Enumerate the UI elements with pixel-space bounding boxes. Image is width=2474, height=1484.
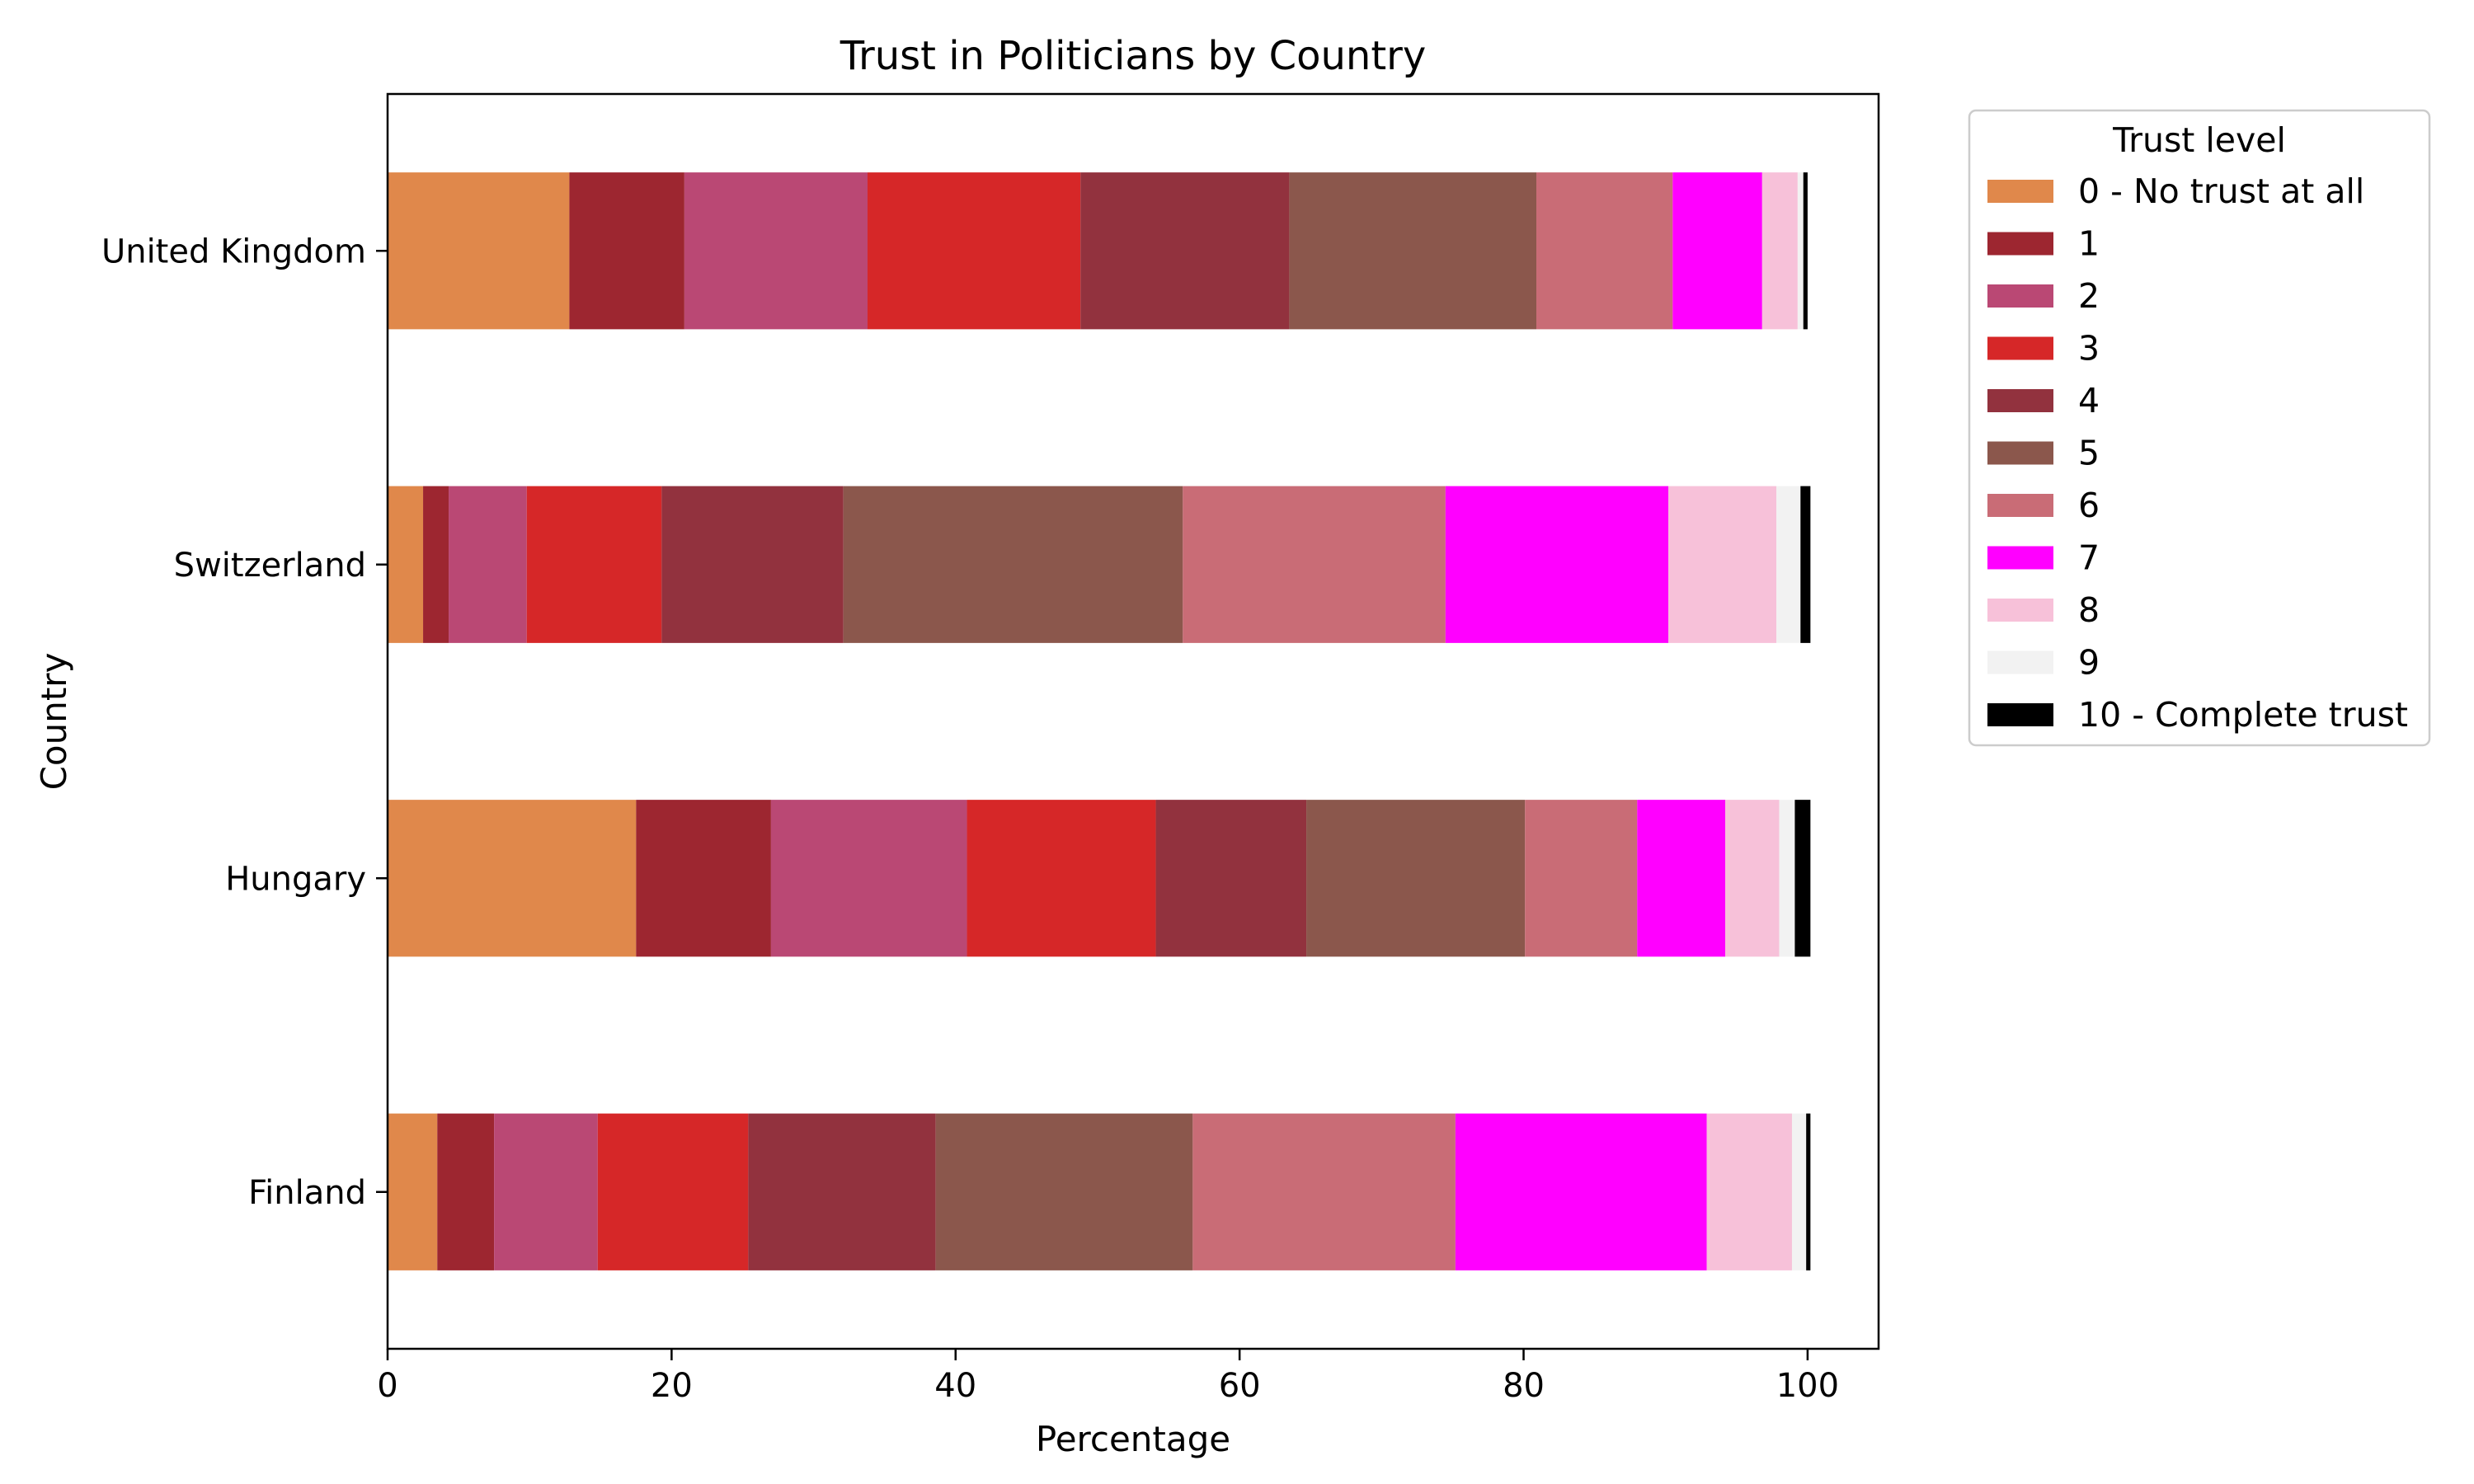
bar-hungary-level-9	[1779, 800, 1795, 957]
bar-finland-level-5	[935, 1113, 1193, 1270]
bar-united-kingdom-level-5	[1289, 172, 1537, 330]
y-tick-label: United Kingdom	[101, 232, 366, 270]
bar-switzerland-level-5	[843, 486, 1183, 643]
bar-finland-level-9	[1791, 1113, 1807, 1270]
legend-label: 9	[2078, 643, 2100, 683]
x-tick-label: 0	[377, 1367, 397, 1405]
bar-finland-level-10	[1806, 1113, 1811, 1270]
legend-frame	[1968, 109, 2431, 747]
legend-swatch	[1987, 599, 2053, 622]
bar-switzerland-level-9	[1776, 486, 1801, 643]
legend-label: 1	[2078, 224, 2100, 264]
bar-switzerland-level-10	[1800, 486, 1811, 643]
legend-label: 4	[2078, 381, 2100, 420]
bar-switzerland-level-7	[1445, 486, 1669, 643]
bar-finland-level-2	[494, 1113, 598, 1270]
legend-swatch	[1987, 703, 2053, 726]
x-tick-label: 40	[934, 1367, 976, 1405]
bar-united-kingdom-level-7	[1672, 172, 1762, 330]
legend-label: 8	[2078, 590, 2100, 630]
bar-hungary-level-5	[1306, 800, 1526, 957]
legend-label: 3	[2078, 329, 2100, 369]
legend-swatch	[1987, 494, 2053, 517]
legend-label: 5	[2078, 434, 2100, 473]
legend-swatch	[1987, 441, 2053, 465]
legend-label: 0 - No trust at all	[2078, 171, 2364, 211]
bar-switzerland-level-3	[526, 486, 662, 643]
legend-label: 10 - Complete trust	[2078, 695, 2408, 735]
bar-united-kingdom-level-8	[1761, 172, 1798, 330]
bar-switzerland-level-8	[1668, 486, 1777, 643]
bar-hungary-level-4	[1155, 800, 1307, 957]
legend-label: 2	[2078, 276, 2100, 316]
bar-hungary-level-2	[770, 800, 967, 957]
bar-united-kingdom-level-3	[868, 172, 1081, 330]
y-tick-label: Hungary	[225, 860, 366, 898]
bar-united-kingdom-level-2	[684, 172, 868, 330]
plot-frame	[386, 92, 1880, 1350]
y-axis: Finland Hungary Switzerland United Kingdom	[101, 232, 388, 1212]
y-axis-title: Country	[34, 653, 74, 791]
y-tick-label: Finland	[248, 1174, 366, 1212]
legend-swatch	[1987, 284, 2053, 308]
bar-hungary-level-7	[1637, 800, 1726, 957]
x-tick-label: 60	[1219, 1367, 1261, 1405]
bar-hungary-level-8	[1725, 800, 1780, 957]
legend: Trust level 0 - No trust at all 1 2 3 4 5 6 7 8 9…	[1968, 109, 2431, 747]
bars-group	[388, 172, 1811, 1270]
legend-swatch	[1987, 546, 2053, 570]
bar-finland-level-7	[1455, 1113, 1707, 1270]
bar-hungary-level-10	[1794, 800, 1811, 957]
legend-swatch	[1987, 232, 2053, 256]
legend-swatch	[1987, 336, 2053, 360]
bar-finland-level-8	[1706, 1113, 1792, 1270]
bar-finland-level-1	[437, 1113, 495, 1270]
y-tick-label: Switzerland	[174, 547, 366, 585]
legend-swatch	[1987, 180, 2053, 203]
bar-united-kingdom-level-0	[388, 172, 570, 330]
bar-switzerland-level-2	[449, 486, 527, 643]
bar-united-kingdom-level-4	[1080, 172, 1290, 330]
bar-finland-level-4	[748, 1113, 936, 1270]
bar-switzerland-level-0	[388, 486, 424, 643]
bar-united-kingdom-level-6	[1536, 172, 1673, 330]
chart-title: Trust in Politicians by Country	[840, 33, 1427, 79]
x-tick-label: 100	[1776, 1367, 1839, 1405]
x-axis: 0 20 40 60 80 100	[377, 1349, 1839, 1405]
bar-switzerland-level-1	[423, 486, 449, 643]
bar-united-kingdom-level-1	[569, 172, 684, 330]
bar-finland-level-3	[597, 1113, 749, 1270]
bar-switzerland-level-4	[661, 486, 844, 643]
x-axis-title: Percentage	[1036, 1419, 1230, 1459]
legend-label: 6	[2078, 486, 2100, 525]
x-tick-label: 20	[651, 1367, 693, 1405]
bar-united-kingdom-level-9	[1797, 172, 1804, 330]
bar-hungary-level-3	[967, 800, 1156, 957]
bar-hungary-level-6	[1525, 800, 1638, 957]
legend-swatch	[1987, 389, 2053, 412]
legend-title: Trust level	[2112, 120, 2286, 160]
bar-hungary-level-0	[388, 800, 637, 957]
bar-finland-level-6	[1192, 1113, 1456, 1270]
legend-label: 7	[2078, 538, 2100, 578]
bar-finland-level-0	[388, 1113, 438, 1270]
bar-switzerland-level-6	[1183, 486, 1446, 643]
bar-hungary-level-1	[636, 800, 771, 957]
legend-swatch	[1987, 650, 2053, 674]
x-tick-label: 80	[1503, 1367, 1545, 1405]
bar-united-kingdom-level-10	[1803, 172, 1808, 330]
